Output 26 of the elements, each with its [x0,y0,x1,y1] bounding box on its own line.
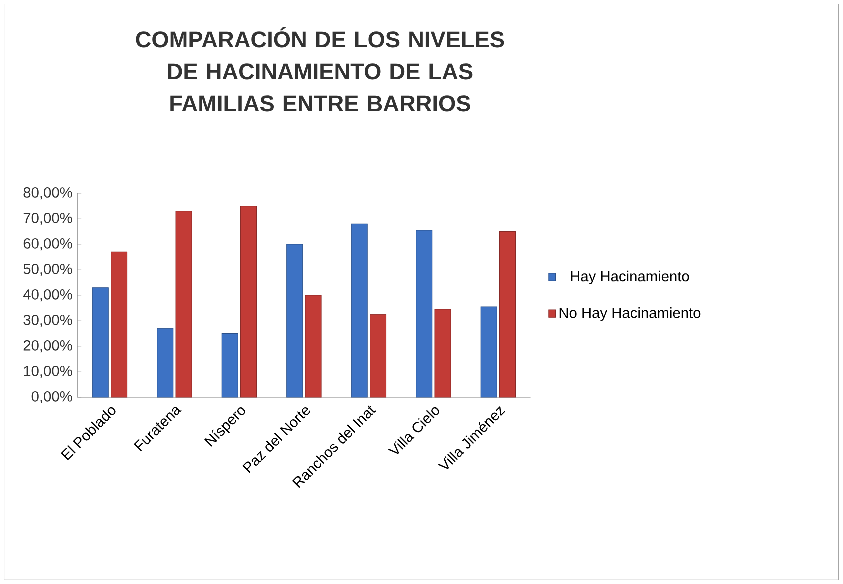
y-tick-label: 60,00% [24,238,72,250]
bar [480,306,498,398]
bar [111,252,128,398]
y-tick-label: 30,00% [24,314,72,327]
y-tick-label: 20,00% [24,340,72,352]
legend-label: No Hay Hacinamiento [560,307,701,321]
bar [92,287,109,398]
chart-title: COMPARACIÓN DE LOS NIVELES DE HACINAMIENTO DE LAS FAMILIAS ENTRE BARRIOS [136,27,504,112]
bar [176,210,192,398]
bar [370,314,387,398]
y-tick-label: 40,00% [23,289,72,302]
y-tick-label: 80,00% [24,187,72,200]
y-tick-label: 10,00% [24,366,72,378]
bar [499,231,516,398]
y-tick-label: 70,00% [24,212,72,225]
bar [240,206,258,398]
bar [416,230,433,398]
y-tick-label: 0,00% [32,391,72,404]
bar [351,224,368,398]
y-tick-label: 50,00% [24,264,72,276]
legend-label: Hay Hacinamiento [571,270,690,284]
bar [157,328,174,398]
bar [305,295,322,398]
bar [434,309,452,398]
bar [222,333,238,398]
bar [286,244,304,398]
